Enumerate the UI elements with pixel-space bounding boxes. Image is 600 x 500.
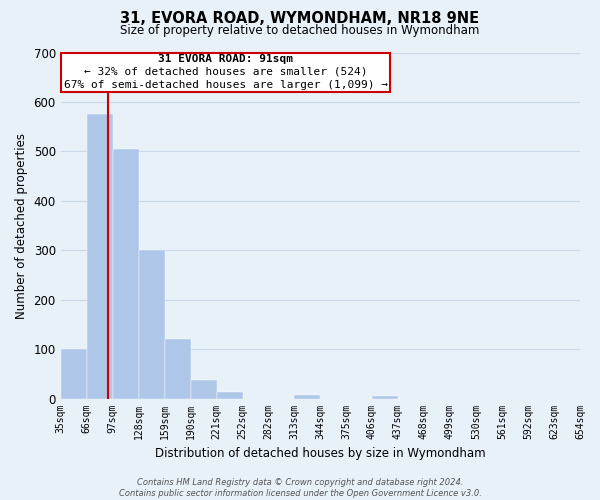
Bar (165, 339, 191, 398)
Bar (191, 380, 217, 398)
Text: 67% of semi-detached houses are larger (1,099) →: 67% of semi-detached houses are larger (… (64, 80, 388, 90)
X-axis label: Distribution of detached houses by size in Wymondham: Distribution of detached houses by size … (155, 447, 485, 460)
Bar (61, 349, 86, 399)
Text: ← 32% of detached houses are smaller (524): ← 32% of detached houses are smaller (52… (84, 66, 367, 76)
Bar (372, 396, 398, 398)
Bar (139, 250, 165, 398)
Bar (217, 392, 243, 398)
Text: 31 EVORA ROAD: 91sqm: 31 EVORA ROAD: 91sqm (158, 54, 293, 64)
Text: 31, EVORA ROAD, WYMONDHAM, NR18 9NE: 31, EVORA ROAD, WYMONDHAM, NR18 9NE (121, 11, 479, 26)
Bar (294, 394, 320, 398)
Y-axis label: Number of detached properties: Number of detached properties (15, 132, 28, 318)
FancyBboxPatch shape (61, 52, 391, 92)
Text: Contains HM Land Registry data © Crown copyright and database right 2024.
Contai: Contains HM Land Registry data © Crown c… (119, 478, 481, 498)
Text: Size of property relative to detached houses in Wymondham: Size of property relative to detached ho… (121, 24, 479, 37)
Bar (86, 114, 113, 399)
Bar (113, 149, 139, 398)
